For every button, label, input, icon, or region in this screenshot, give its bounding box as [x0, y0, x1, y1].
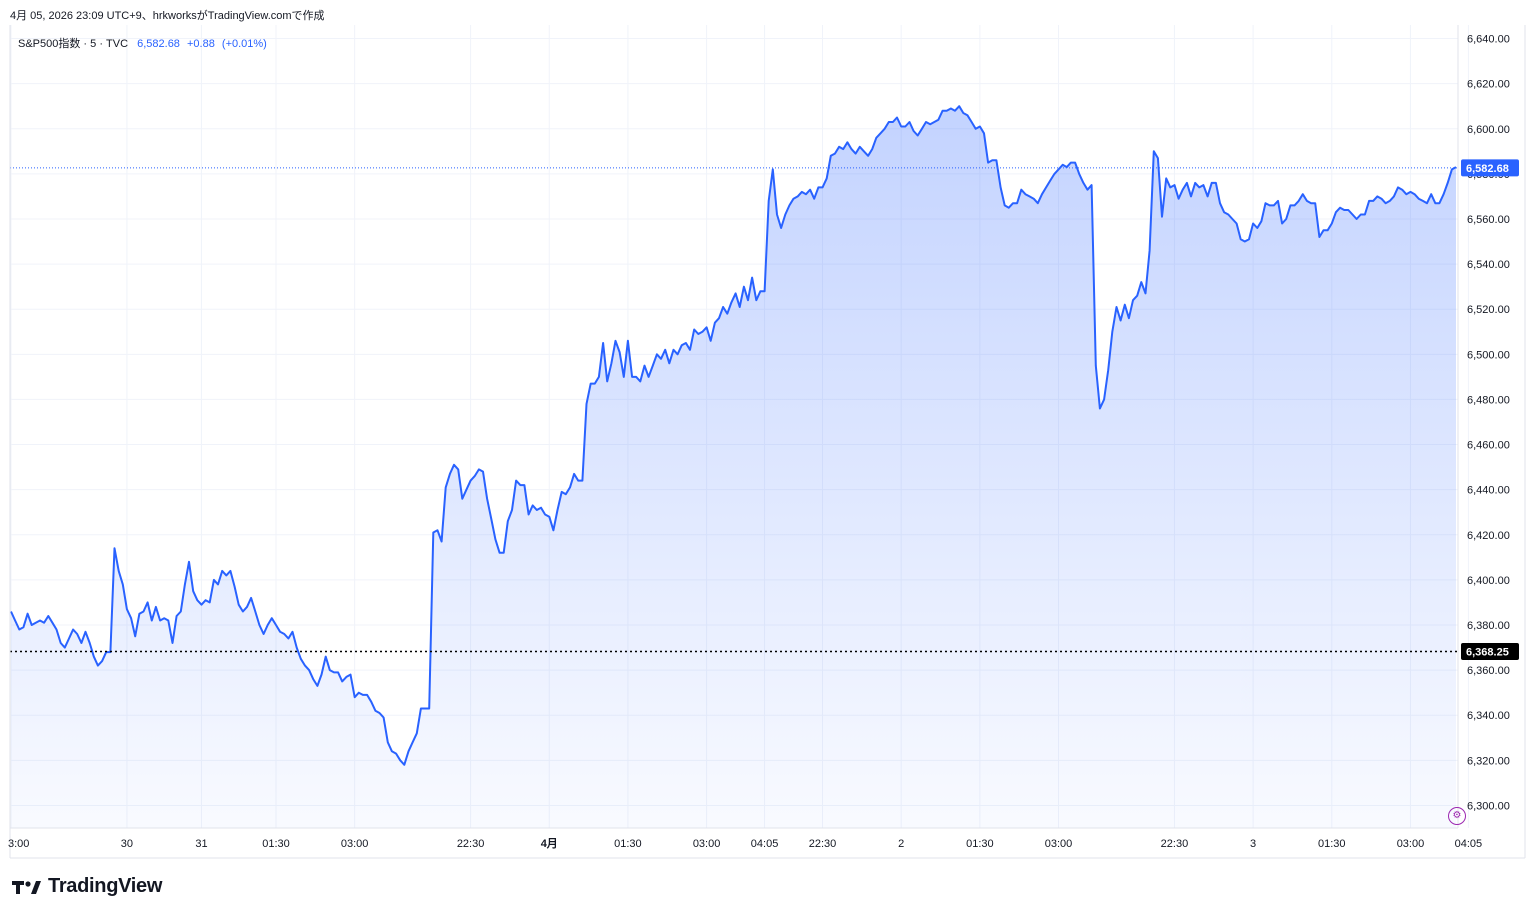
- y-tick-label: 6,400.00: [1467, 575, 1510, 587]
- x-tick-label: 03:00: [1397, 838, 1425, 850]
- symbol-name: S&P500指数 · 5 · TVC: [18, 38, 129, 50]
- x-tick-label: 01:30: [614, 838, 642, 850]
- y-tick-label: 6,320.00: [1467, 755, 1510, 767]
- price-area-fill: [11, 106, 1456, 828]
- y-tick-label: 6,560.00: [1467, 214, 1510, 226]
- x-axis[interactable]: 3:00 30 31 01:30 03:00 22:30 4月 01:30 03:00 04:05…: [8, 837, 1482, 850]
- y-tick-label: 6,460.00: [1467, 440, 1510, 452]
- tradingview-logo-icon: [12, 880, 41, 894]
- x-tick-label: 03:00: [693, 838, 721, 850]
- x-tick-label: 4月: [541, 837, 558, 850]
- y-tick-label: 6,540.00: [1467, 259, 1510, 271]
- y-tick-label: 6,480.00: [1467, 394, 1510, 406]
- x-tick-label: 01:30: [262, 838, 290, 850]
- x-tick-label: 04:05: [1455, 838, 1483, 850]
- y-tick-label: 6,360.00: [1467, 665, 1510, 677]
- symbol-legend[interactable]: S&P500指数 · 5 · TVC 6,582.68 +0.88 (+0.01…: [18, 35, 271, 51]
- change-percent: (+0.01%): [221, 38, 267, 50]
- x-tick-label: 03:00: [1045, 838, 1073, 850]
- x-tick-label: 01:30: [1318, 838, 1346, 850]
- last-price-label: 6,582.68: [1466, 163, 1509, 175]
- x-tick-label: 22:30: [809, 838, 837, 850]
- last-price-tag: 6,582.68: [1461, 159, 1519, 177]
- brand: TradingView: [12, 875, 162, 898]
- y-tick-label: 6,500.00: [1467, 349, 1510, 361]
- last-value: 6,582.68: [137, 38, 180, 50]
- x-tick-label: 2: [898, 838, 904, 850]
- y-tick-label: 6,600.00: [1467, 124, 1510, 136]
- price-line[interactable]: [10, 105, 1457, 766]
- chart-caption: 4月 05, 2026 23:09 UTC+9、hrkworksがTrading…: [10, 10, 325, 22]
- settings-icon[interactable]: ⚙: [1448, 807, 1466, 825]
- x-tick-label: 3:00: [8, 838, 29, 850]
- y-tick-label: 6,380.00: [1467, 620, 1510, 632]
- x-tick-label: 31: [195, 838, 207, 850]
- y-axis[interactable]: 6,300.00 6,320.00 6,340.00 6,360.00 6,380.00…: [1467, 34, 1510, 813]
- change-value: +0.88: [187, 38, 215, 50]
- y-tick-label: 6,520.00: [1467, 304, 1510, 316]
- y-tick-label: 6,640.00: [1467, 34, 1510, 46]
- x-tick-label: 04:05: [751, 838, 779, 850]
- brand-name: TradingView: [48, 875, 163, 897]
- reference-price-tag: 6,368.25: [1461, 642, 1519, 660]
- x-tick-label: 30: [121, 838, 133, 850]
- x-tick-label: 22:30: [1161, 838, 1189, 850]
- y-tick-label: 6,420.00: [1467, 530, 1510, 542]
- y-tick-label: 6,300.00: [1467, 800, 1510, 812]
- reference-price-label: 6,368.25: [1466, 646, 1509, 658]
- y-tick-label: 6,340.00: [1467, 710, 1510, 722]
- x-tick-label: 01:30: [966, 838, 994, 850]
- y-tick-label: 6,440.00: [1467, 485, 1510, 497]
- y-tick-label: 6,620.00: [1467, 79, 1510, 91]
- x-tick-label: 22:30: [457, 838, 485, 850]
- x-tick-label: 3: [1250, 838, 1256, 850]
- x-tick-label: 03:00: [341, 838, 369, 850]
